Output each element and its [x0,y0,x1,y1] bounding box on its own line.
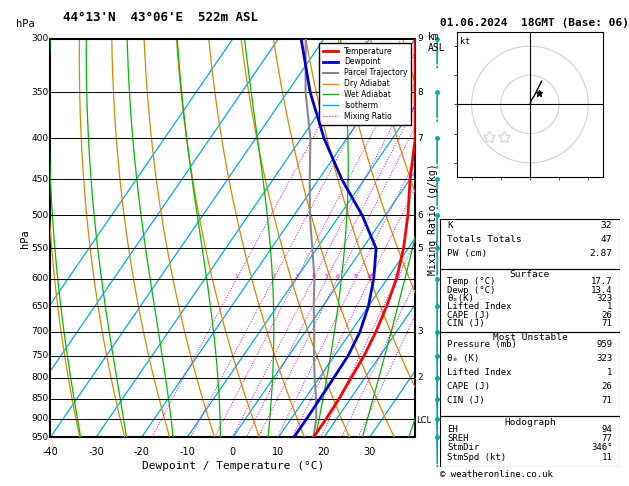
Text: 900: 900 [31,414,48,423]
Text: -40: -40 [42,447,58,457]
Text: SREH: SREH [447,434,469,443]
Text: Mixing Ratio (g/kg): Mixing Ratio (g/kg) [428,163,438,275]
Text: 7: 7 [417,134,423,143]
Text: CIN (J): CIN (J) [447,319,485,328]
Text: 950: 950 [31,433,48,442]
Text: 300: 300 [31,35,48,43]
Text: θₑ(K): θₑ(K) [447,294,474,303]
Text: 1: 1 [235,274,238,278]
Text: -10: -10 [179,447,195,457]
Text: CAPE (J): CAPE (J) [447,311,491,320]
Text: 5: 5 [325,274,328,278]
Text: 850: 850 [31,395,48,403]
Text: 4: 4 [311,274,315,278]
Text: 10: 10 [272,447,284,457]
Text: 26: 26 [602,311,613,320]
Text: 71: 71 [602,396,613,405]
Text: CIN (J): CIN (J) [447,396,485,405]
Text: 9: 9 [417,35,423,43]
Text: 26: 26 [602,382,613,391]
Text: Totals Totals: Totals Totals [447,235,522,244]
Text: 77: 77 [602,434,613,443]
Text: Surface: Surface [510,270,550,279]
Text: 30: 30 [364,447,376,457]
Text: 1: 1 [607,368,613,377]
Text: 400: 400 [31,134,48,143]
Text: Dewpoint / Temperature (°C): Dewpoint / Temperature (°C) [142,461,324,471]
Text: Lifted Index: Lifted Index [447,302,512,312]
Text: 550: 550 [31,244,48,253]
Text: 01.06.2024  18GMT (Base: 06): 01.06.2024 18GMT (Base: 06) [440,18,629,28]
Text: 17.7: 17.7 [591,278,613,286]
Text: 71: 71 [602,319,613,328]
Text: 1: 1 [607,302,613,312]
Text: 6: 6 [336,274,340,278]
Text: 20: 20 [318,447,330,457]
Text: -30: -30 [88,447,104,457]
Text: 3: 3 [417,327,423,336]
Text: 6: 6 [417,211,423,220]
Text: StmSpd (kt): StmSpd (kt) [447,452,506,462]
Text: 346°: 346° [591,443,613,452]
Text: Lifted Index: Lifted Index [447,368,512,377]
Text: Most Unstable: Most Unstable [493,333,567,342]
Text: km
ASL: km ASL [428,32,445,53]
Text: hPa: hPa [16,19,35,29]
Text: 32: 32 [601,221,613,230]
Legend: Temperature, Dewpoint, Parcel Trajectory, Dry Adiabat, Wet Adiabat, Isotherm, Mi: Temperature, Dewpoint, Parcel Trajectory… [319,43,411,125]
Text: EH: EH [447,425,458,434]
Text: K: K [447,221,454,230]
Text: 500: 500 [31,211,48,220]
Text: 600: 600 [31,274,48,283]
Text: 800: 800 [31,373,48,382]
Text: Dewp (°C): Dewp (°C) [447,286,496,295]
Text: 94: 94 [602,425,613,434]
Text: StmDir: StmDir [447,443,480,452]
Text: 8: 8 [354,274,358,278]
Text: Temp (°C): Temp (°C) [447,278,496,286]
Text: θₑ (K): θₑ (K) [447,354,480,363]
Text: © weatheronline.co.uk: © weatheronline.co.uk [440,469,553,479]
Text: 650: 650 [31,302,48,311]
Text: 323: 323 [596,294,613,303]
Text: 8: 8 [417,87,423,97]
Text: -20: -20 [133,447,150,457]
Text: Pressure (mb): Pressure (mb) [447,340,517,349]
Text: 959: 959 [596,340,613,349]
Text: hPa: hPa [20,229,30,247]
Text: CAPE (J): CAPE (J) [447,382,491,391]
Text: 323: 323 [596,354,613,363]
Text: 0: 0 [230,447,236,457]
Text: PW (cm): PW (cm) [447,249,487,259]
Text: 47: 47 [601,235,613,244]
Text: 15: 15 [393,274,401,278]
Text: 700: 700 [31,327,48,336]
Text: 10: 10 [366,274,374,278]
Text: 2: 2 [417,373,423,382]
Text: 11: 11 [602,452,613,462]
Text: 13.4: 13.4 [591,286,613,295]
Text: kt: kt [460,37,470,47]
Text: 3: 3 [294,274,298,278]
Text: 350: 350 [31,87,48,97]
Text: 5: 5 [417,244,423,253]
Text: 2: 2 [272,274,276,278]
Text: LCL: LCL [416,416,431,425]
Text: 44°13'N  43°06'E  522m ASL: 44°13'N 43°06'E 522m ASL [63,11,258,24]
Text: Hodograph: Hodograph [504,418,556,427]
Text: 750: 750 [31,351,48,360]
Text: 2.87: 2.87 [589,249,613,259]
Text: 450: 450 [31,174,48,184]
